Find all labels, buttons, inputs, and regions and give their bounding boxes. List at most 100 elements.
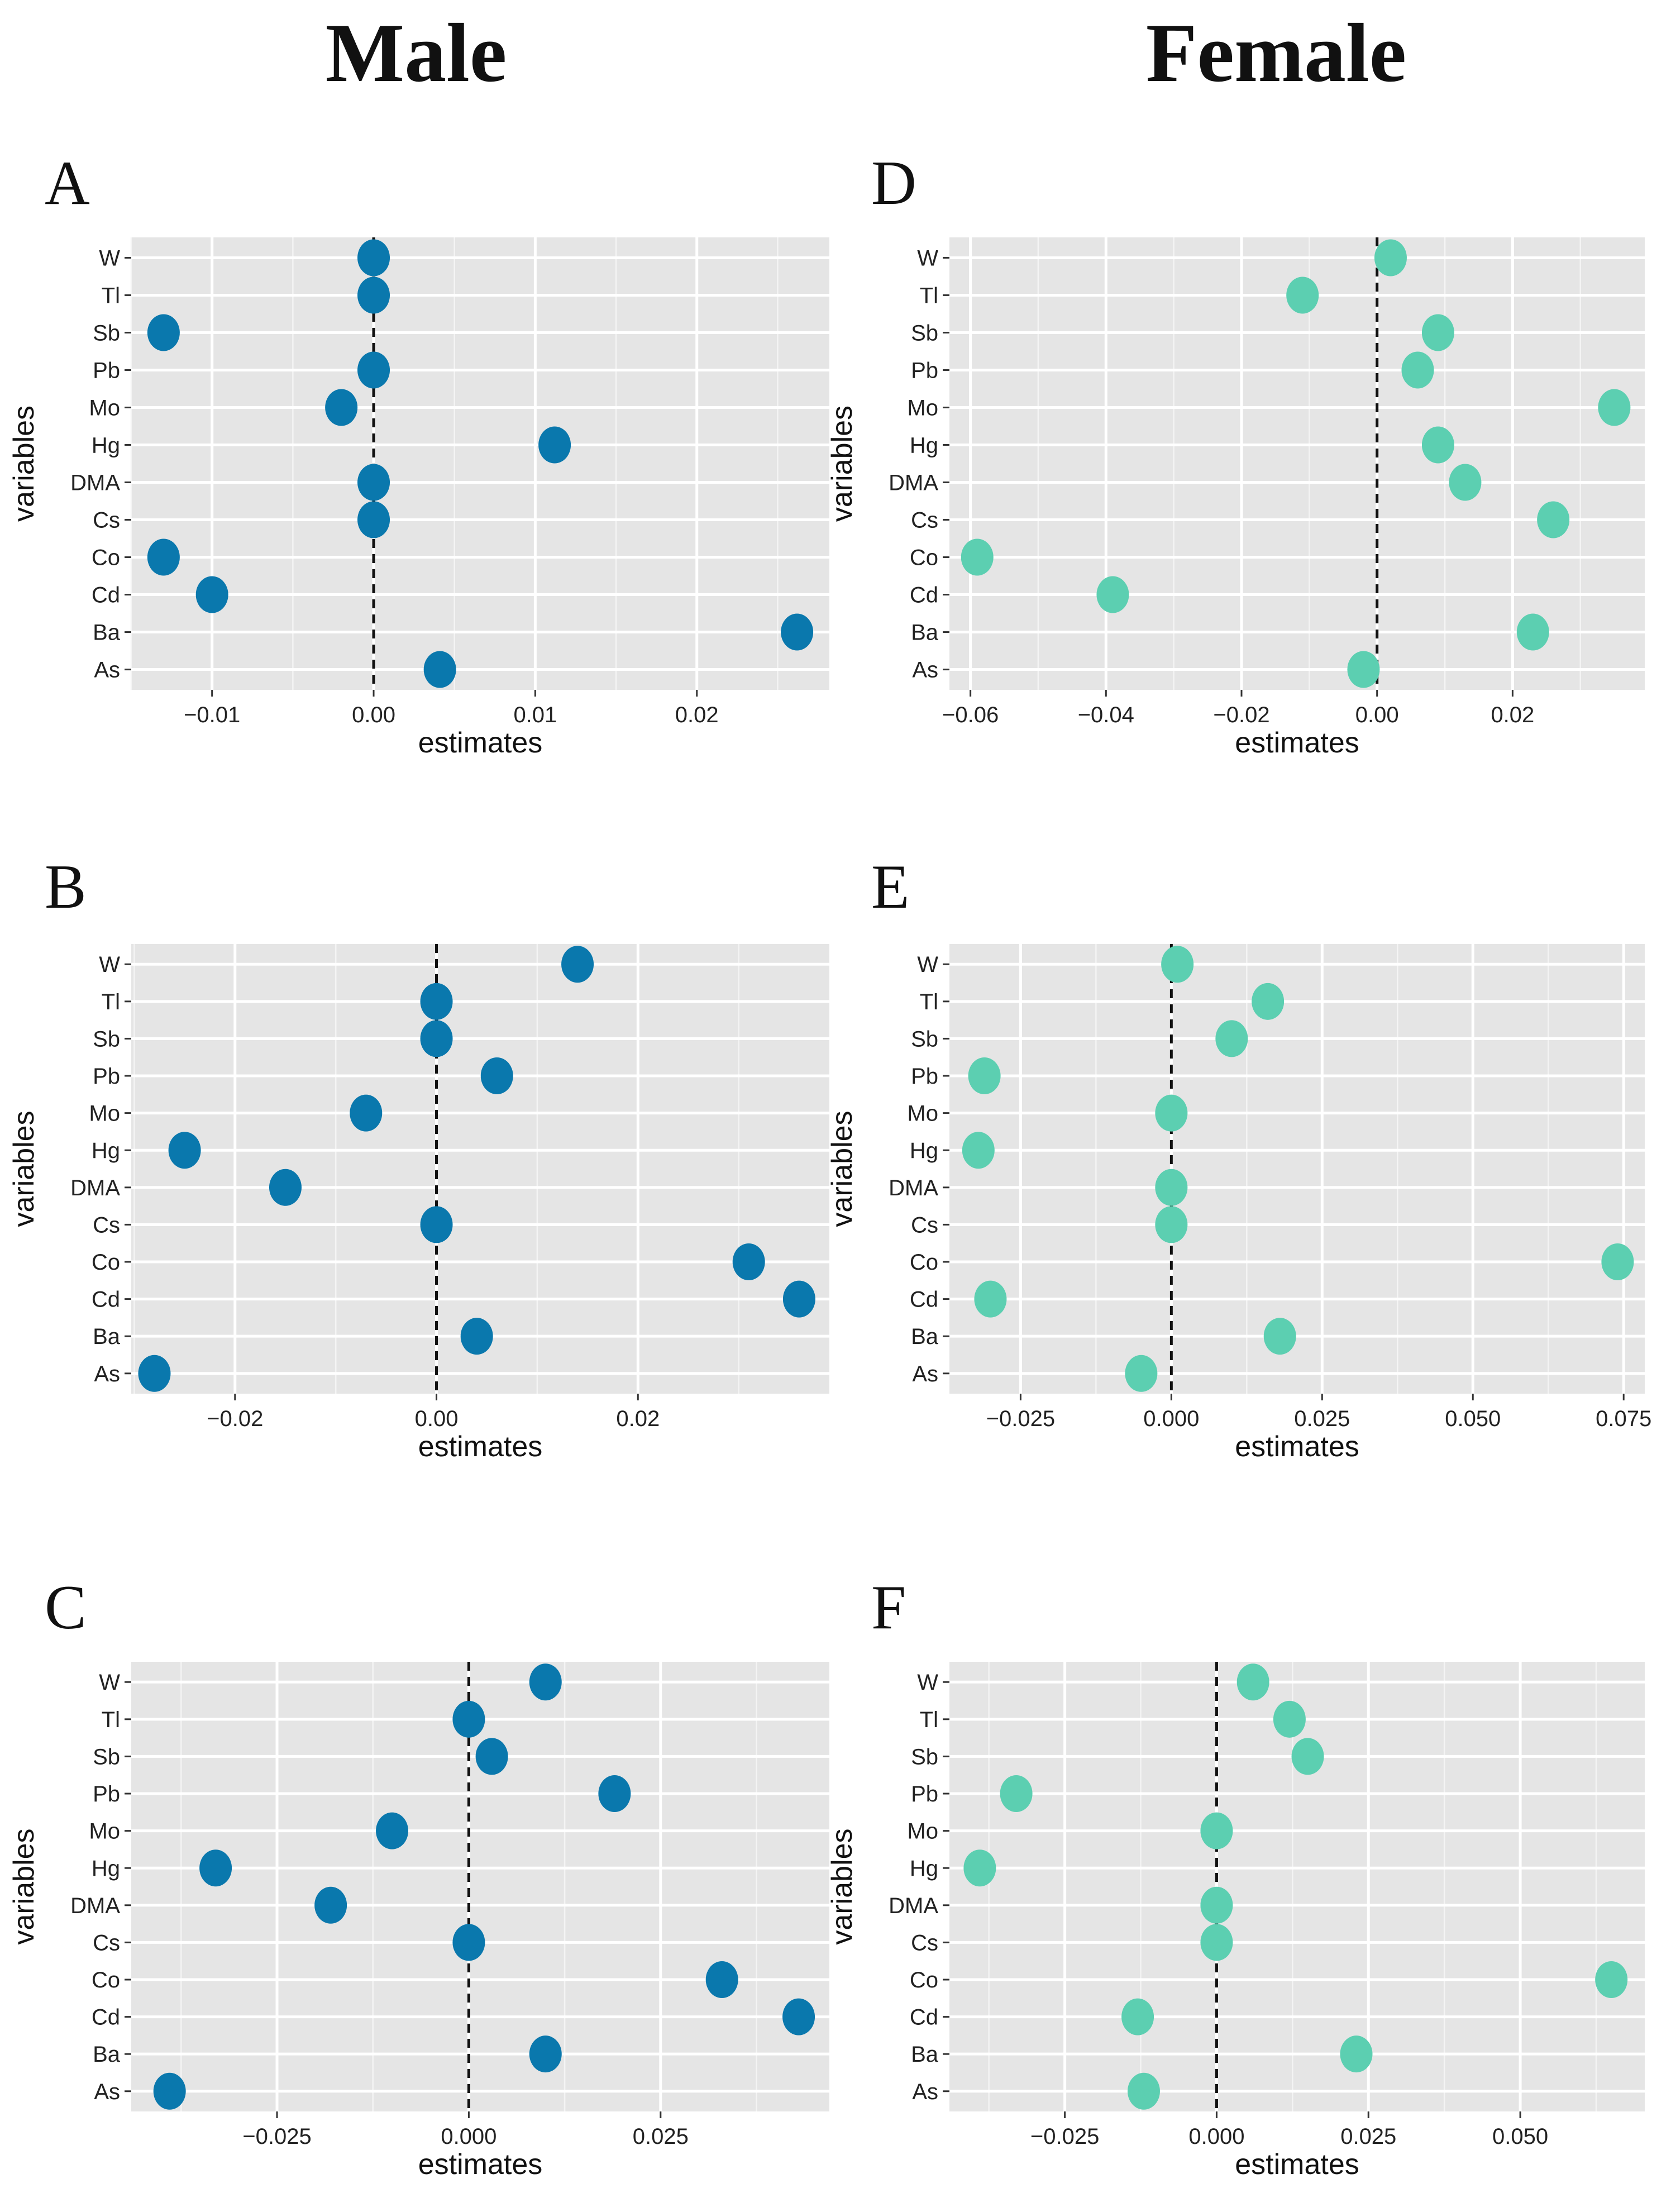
- data-point-as: [138, 1355, 171, 1392]
- data-point-as: [1125, 1355, 1158, 1392]
- data-point-hg: [963, 1849, 996, 1887]
- data-point-dma: [269, 1169, 302, 1206]
- data-point-dma: [1200, 1886, 1233, 1924]
- data-point-mo: [1155, 1094, 1188, 1132]
- y-tick-label: Tl: [920, 1708, 938, 1732]
- data-point-cd: [782, 1998, 815, 2035]
- panels: A W Tl Sb Pb Mo Hg DMA Cs Co Cd Ba As −0.01 0.00 0.01 0.…: [8, 149, 1651, 2181]
- panel-label: B: [45, 852, 87, 922]
- y-tick-label: Sb: [93, 321, 120, 345]
- y-tick-label: Tl: [102, 990, 120, 1014]
- x-tick-label: −0.025: [986, 1407, 1055, 1431]
- y-tick-label: As: [94, 1362, 120, 1386]
- data-point-pb: [480, 1057, 513, 1095]
- data-point-ba: [529, 2035, 562, 2073]
- data-point-hg: [1421, 426, 1454, 464]
- plot-background: [949, 944, 1645, 1394]
- plot-background: [131, 237, 829, 690]
- x-tick-label: 0.025: [1294, 1407, 1350, 1431]
- data-point-dma: [314, 1886, 347, 1924]
- y-tick-label: Sb: [911, 321, 938, 345]
- panel-a: A W Tl Sb Pb Mo Hg DMA Cs Co Cd Ba As −0.01 0.00 0.01 0.…: [8, 149, 829, 759]
- y-tick-label: Mo: [907, 1819, 938, 1844]
- data-point-tl: [357, 276, 390, 314]
- panel-label: F: [871, 1573, 906, 1642]
- y-tick-label: Pb: [911, 358, 938, 383]
- data-point-w: [1161, 946, 1194, 983]
- data-point-mo: [376, 1812, 409, 1849]
- x-tick-label: 0.00: [352, 703, 395, 727]
- x-tick-label: −0.02: [207, 1407, 263, 1431]
- data-point-tl: [452, 1700, 485, 1738]
- y-tick-label: Tl: [920, 283, 938, 308]
- data-point-mo: [350, 1094, 383, 1132]
- data-point-sb: [1421, 314, 1454, 351]
- y-tick-label: Tl: [102, 1708, 120, 1732]
- y-tick-label: DMA: [70, 1176, 120, 1200]
- x-tick-label: 0.050: [1492, 2124, 1548, 2149]
- y-axis-title: variables: [8, 1110, 40, 1227]
- y-tick-label: Sb: [911, 1027, 938, 1051]
- panel-label: C: [45, 1573, 87, 1642]
- y-tick-label: Cs: [911, 1213, 938, 1237]
- data-point-cs: [1155, 1206, 1188, 1243]
- data-point-w: [357, 239, 390, 276]
- y-tick-label: Tl: [102, 283, 120, 308]
- data-point-pb: [1000, 1775, 1033, 1813]
- female-column-title: Female: [1146, 7, 1406, 99]
- data-point-w: [529, 1663, 562, 1701]
- y-tick-label: Co: [910, 1968, 938, 1992]
- data-point-pb: [598, 1775, 631, 1813]
- y-tick-label: As: [94, 658, 120, 683]
- x-tick-label: 0.000: [441, 2124, 496, 2149]
- y-tick-label: Cd: [92, 583, 120, 608]
- data-point-as: [153, 2072, 186, 2110]
- y-tick-label: Hg: [92, 1138, 120, 1163]
- y-tick-label: Cs: [911, 1930, 938, 1955]
- y-tick-label: W: [917, 246, 938, 270]
- y-tick-label: Co: [910, 546, 938, 570]
- y-tick-label: Co: [92, 1968, 120, 1992]
- data-point-hg: [199, 1849, 232, 1887]
- y-tick-label: DMA: [70, 1894, 120, 1918]
- data-point-dma: [357, 464, 390, 501]
- y-tick-label: Hg: [910, 433, 938, 457]
- y-tick-label: Tl: [920, 990, 938, 1014]
- data-point-co: [1601, 1243, 1634, 1280]
- data-point-mo: [1200, 1812, 1233, 1849]
- y-axis-title: variables: [8, 1828, 40, 1944]
- y-tick-label: Cd: [910, 2005, 938, 2030]
- panel-f: F W Tl Sb Pb Mo Hg DMA Cs Co Cd Ba As −0.025 0.000 0.02…: [826, 1573, 1645, 2181]
- data-point-sb: [1291, 1738, 1324, 1775]
- y-tick-label: Cd: [92, 1288, 120, 1312]
- y-tick-label: Sb: [911, 1744, 938, 1769]
- data-point-ba: [1263, 1318, 1296, 1355]
- x-tick-label: 0.00: [415, 1407, 459, 1431]
- data-point-dma: [1155, 1169, 1188, 1206]
- y-tick-label: Ba: [93, 1324, 121, 1349]
- data-point-sb: [1215, 1020, 1248, 1057]
- data-point-w: [1236, 1663, 1269, 1701]
- x-tick-label: 0.050: [1445, 1407, 1501, 1431]
- y-tick-label: Sb: [93, 1027, 120, 1051]
- y-tick-label: Pb: [911, 1064, 938, 1089]
- data-point-sb: [475, 1738, 508, 1775]
- data-point-cs: [357, 501, 390, 538]
- x-axis-title: estimates: [1235, 2148, 1359, 2181]
- y-tick-label: W: [99, 1670, 120, 1695]
- y-tick-label: Cs: [911, 508, 938, 533]
- x-tick-label: −0.04: [1078, 703, 1134, 727]
- x-tick-label: 0.000: [1188, 2124, 1244, 2149]
- data-point-sb: [420, 1020, 453, 1057]
- data-point-cd: [974, 1280, 1007, 1318]
- y-tick-label: Cd: [92, 2005, 120, 2030]
- data-point-co: [732, 1243, 765, 1280]
- panel-e: E W Tl Sb Pb Mo Hg DMA Cs Co Cd Ba As −0.025 0.000 0.02…: [826, 852, 1651, 1463]
- y-tick-label: Hg: [910, 1138, 938, 1163]
- y-tick-label: Hg: [92, 433, 120, 457]
- x-axis-title: estimates: [1235, 1431, 1359, 1463]
- y-axis-title: variables: [826, 1828, 858, 1944]
- data-point-cs: [420, 1206, 453, 1243]
- y-tick-label: Cs: [93, 1213, 120, 1237]
- y-tick-label: Ba: [93, 621, 121, 645]
